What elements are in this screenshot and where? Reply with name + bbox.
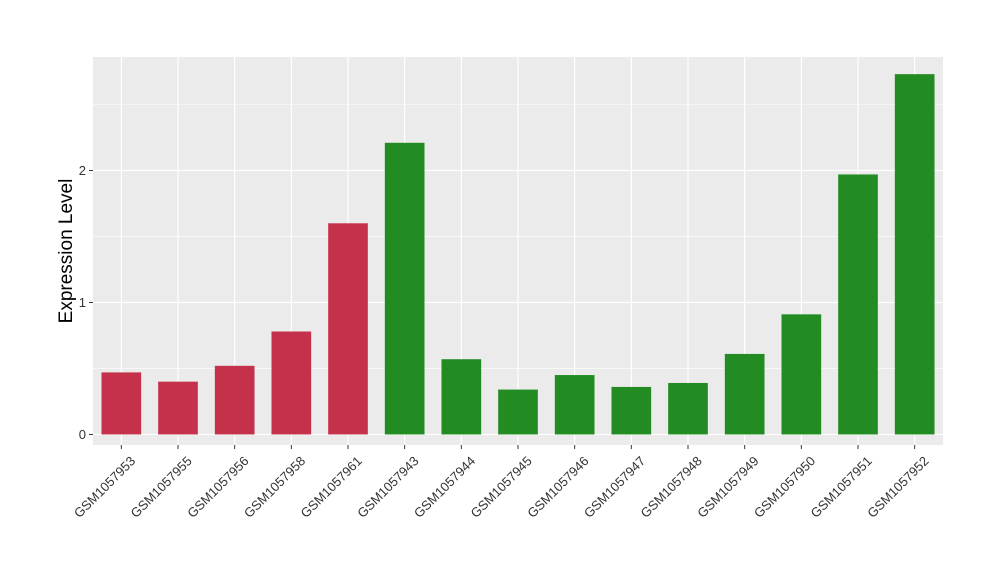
bar xyxy=(668,382,708,435)
y-tick-label: 0 xyxy=(79,427,86,442)
bar xyxy=(158,381,198,435)
x-axis: GSM1057953GSM1057955GSM1057956GSM1057958… xyxy=(71,445,932,521)
bar xyxy=(611,386,652,435)
y-axis: 0 1 2 xyxy=(79,163,93,442)
bar xyxy=(781,314,822,435)
bar xyxy=(214,365,255,435)
bar xyxy=(894,74,935,435)
y-axis-title: Expression Level xyxy=(56,179,77,324)
bar xyxy=(328,223,368,435)
y-tick-label: 2 xyxy=(79,163,86,178)
bar xyxy=(271,331,312,435)
bars xyxy=(101,74,935,435)
bar xyxy=(554,375,595,435)
y-tick-label: 1 xyxy=(79,295,86,310)
bar xyxy=(384,142,425,435)
bar xyxy=(724,353,765,435)
bar xyxy=(498,389,538,435)
bar xyxy=(838,174,878,435)
bar xyxy=(101,372,142,435)
bar xyxy=(441,359,482,435)
